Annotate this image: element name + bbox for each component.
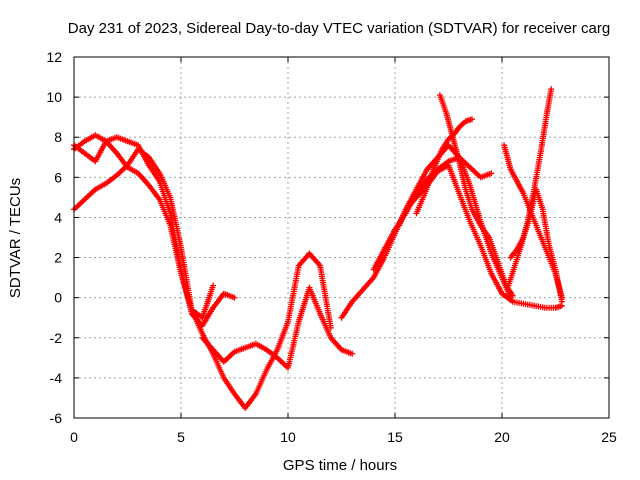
x-tick-label: 25 xyxy=(601,429,617,445)
chart-title: Day 231 of 2023, Sidereal Day-to-day VTE… xyxy=(68,20,610,37)
y-tick-label: -2 xyxy=(50,330,63,346)
y-tick-label: 2 xyxy=(54,250,62,266)
data-point xyxy=(509,292,516,299)
data-point xyxy=(210,282,217,289)
y-tick-label: 8 xyxy=(54,129,62,145)
series-track-3 xyxy=(71,132,217,321)
series-track-4 xyxy=(199,284,356,371)
series-track-5 xyxy=(338,162,565,321)
series-track-8 xyxy=(436,92,516,299)
y-tick-label: -4 xyxy=(50,370,63,386)
x-axis-title: GPS time / hours xyxy=(283,457,397,474)
series-line xyxy=(73,148,332,410)
y-tick-label: 0 xyxy=(54,290,62,306)
tick-layer: 0 5 10 15 20 25 -6 -4 -2 0 2 4 6 8 10 12 xyxy=(46,49,617,445)
x-tick-label: 15 xyxy=(387,429,403,445)
data-point xyxy=(558,298,565,305)
y-tick-label: 4 xyxy=(54,209,62,225)
plot-frame xyxy=(73,56,610,419)
series-track-12 xyxy=(507,186,565,305)
x-tick-label: 20 xyxy=(494,429,510,445)
series-line xyxy=(340,164,563,319)
y-axis-title: SDTVAR / TECUs xyxy=(7,178,24,298)
data-point xyxy=(349,350,356,357)
y-tick-label: -6 xyxy=(50,410,63,426)
x-tick-label: 0 xyxy=(70,429,78,445)
y-tick-label: 6 xyxy=(54,169,62,185)
x-tick-label: 10 xyxy=(280,429,296,445)
data-point xyxy=(231,294,238,301)
data-point xyxy=(548,86,555,93)
series-line xyxy=(507,88,552,286)
series-track-1 xyxy=(71,146,334,411)
series-track-9 xyxy=(413,116,475,217)
series-track-2 xyxy=(71,134,238,329)
data-point xyxy=(469,116,475,123)
y-tick-label: 12 xyxy=(46,49,62,65)
y-tick-label: 10 xyxy=(46,89,62,105)
data-point xyxy=(488,170,495,177)
grid-layer xyxy=(74,57,609,418)
x-tick-label: 5 xyxy=(177,429,185,445)
series-layer xyxy=(71,86,565,411)
